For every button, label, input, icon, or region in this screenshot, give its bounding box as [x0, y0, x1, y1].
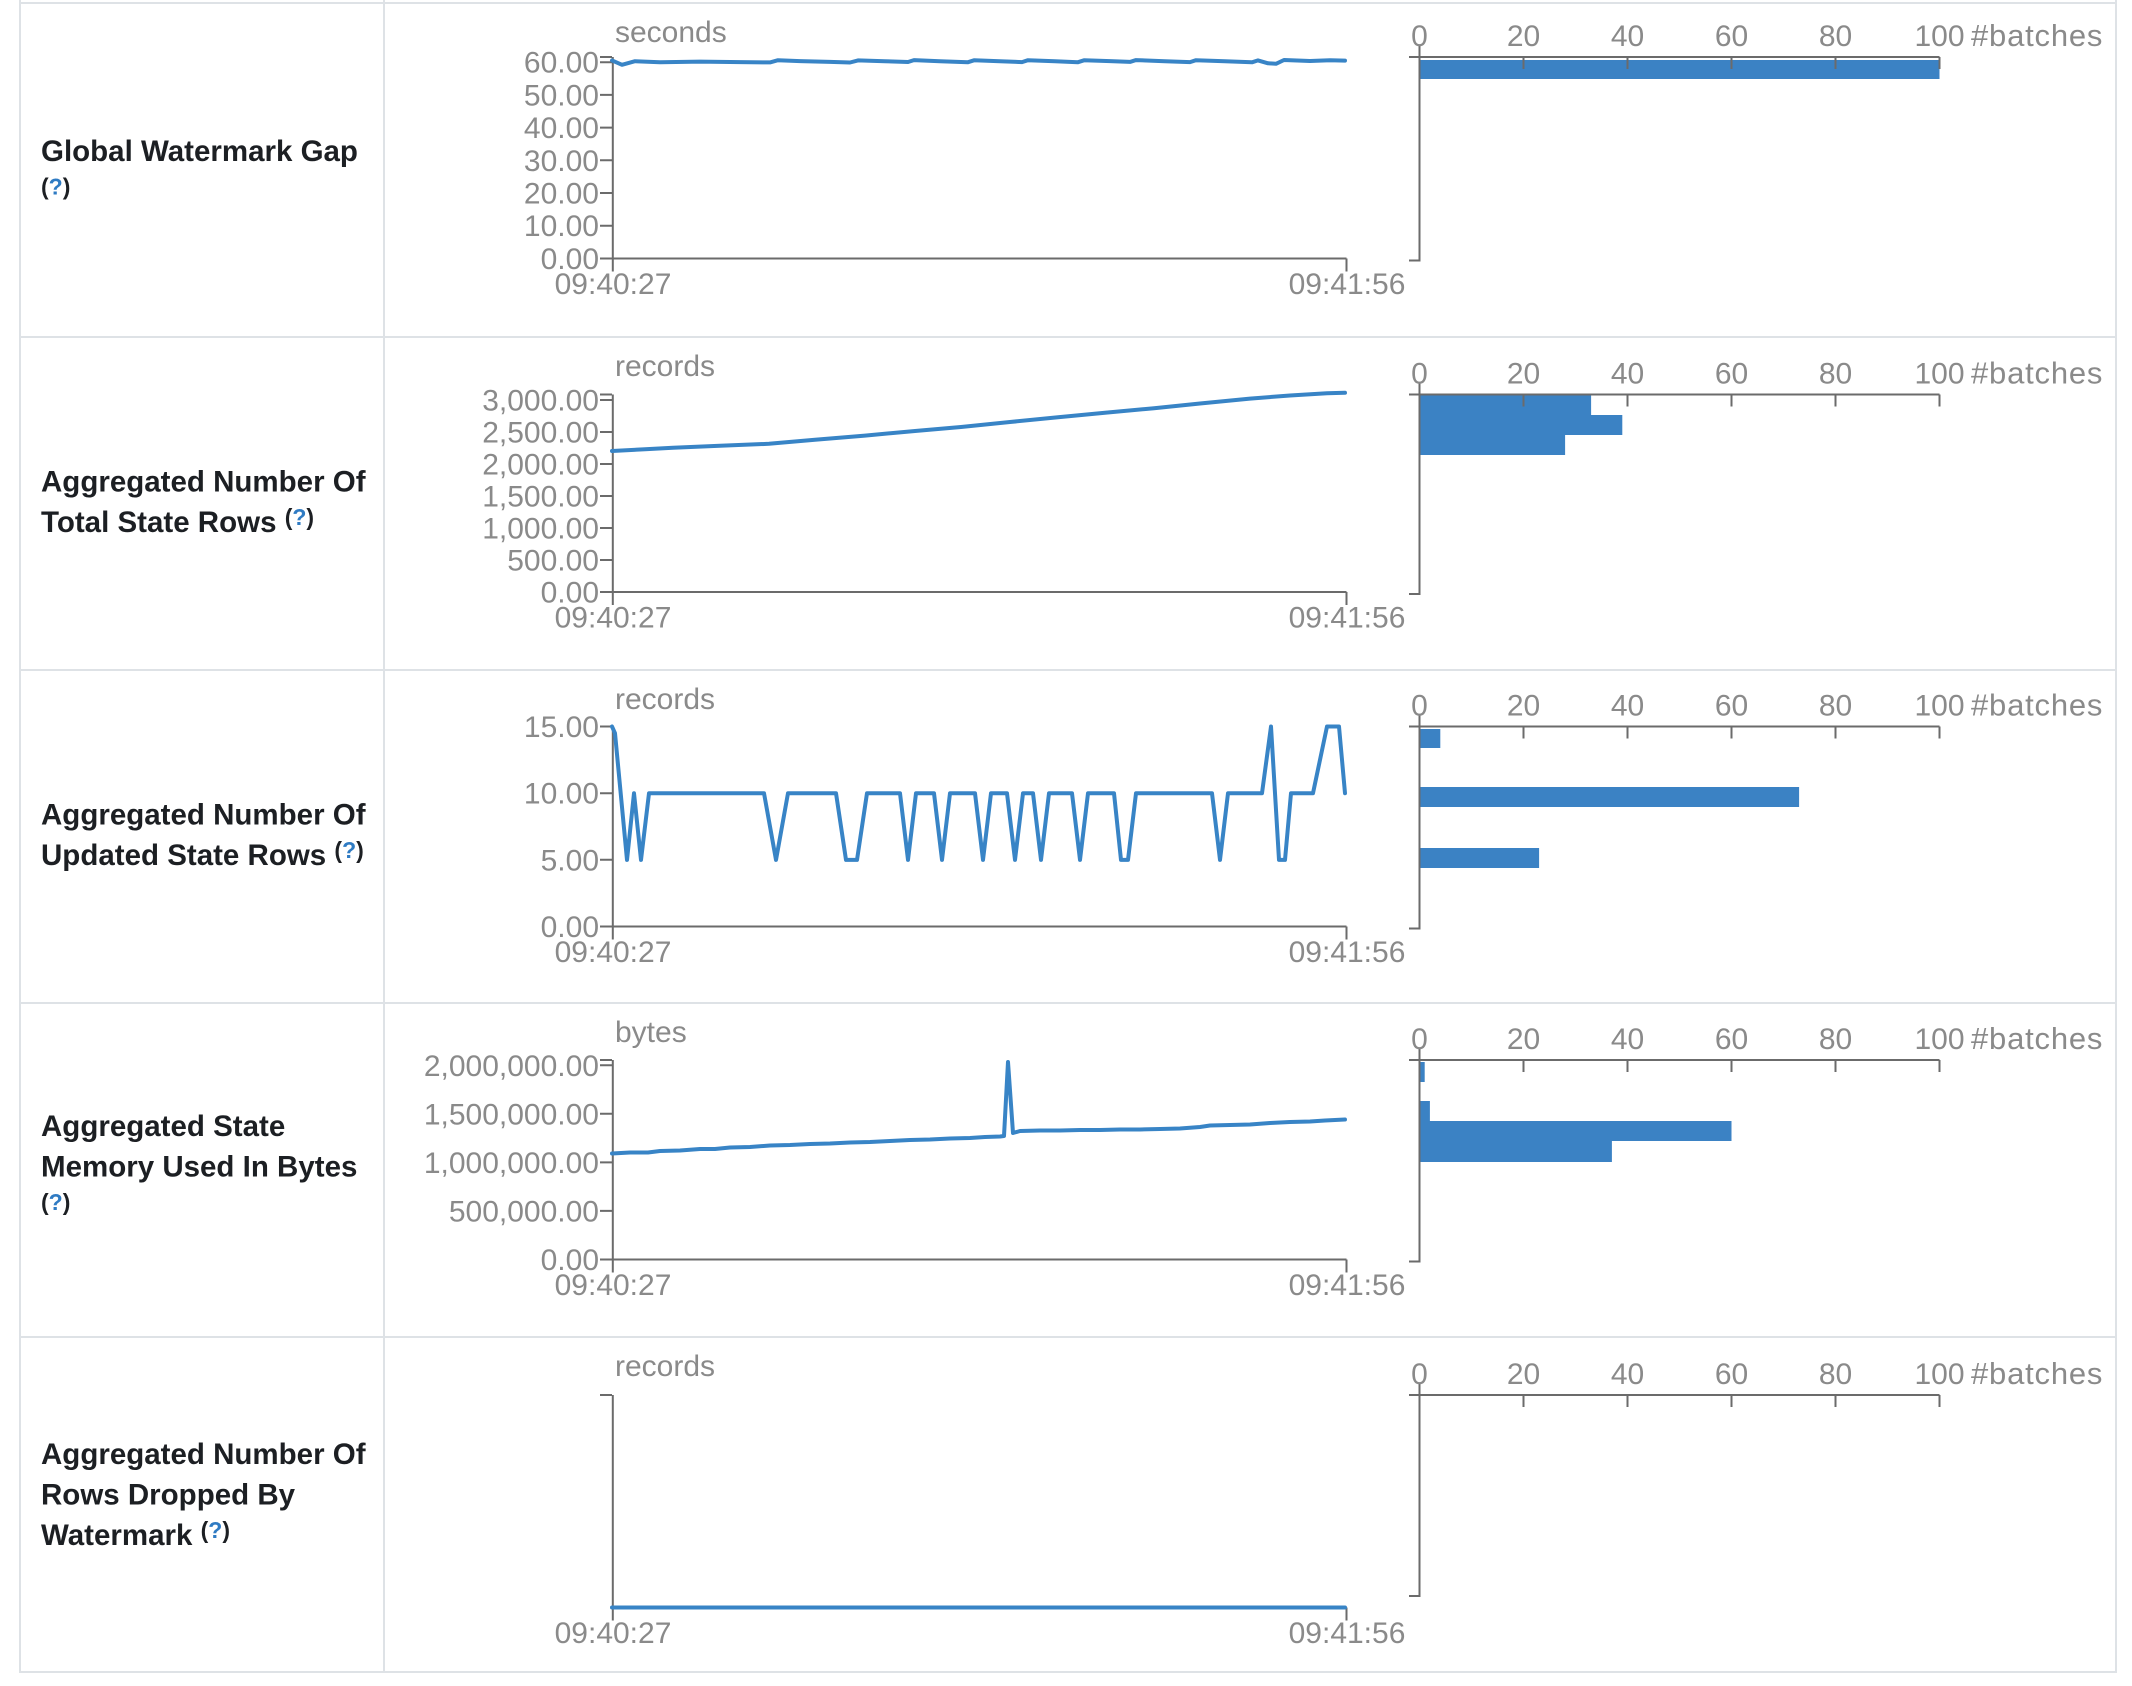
svg-text:60: 60 [1715, 1358, 1748, 1391]
svg-text:(?): (?) [41, 174, 70, 200]
svg-text:30.00: 30.00 [524, 145, 599, 178]
svg-text:0.00: 0.00 [541, 243, 599, 276]
svg-text:100: 100 [1914, 1358, 1964, 1391]
svg-text:1,500.00: 1,500.00 [482, 481, 599, 514]
svg-text:(?): (?) [41, 1189, 70, 1215]
svg-text:40: 40 [1611, 690, 1644, 723]
svg-text:20.00: 20.00 [524, 178, 599, 211]
svg-text:60: 60 [1715, 20, 1748, 53]
svg-text:0: 0 [1411, 690, 1428, 723]
svg-text:3,000.00: 3,000.00 [482, 385, 599, 418]
svg-text:records: records [615, 683, 715, 716]
svg-text:20: 20 [1507, 1023, 1540, 1056]
svg-text:2,500.00: 2,500.00 [482, 417, 599, 450]
svg-text:Aggregated Number Of: Aggregated Number Of [41, 1438, 366, 1471]
svg-text:100: 100 [1914, 20, 1964, 53]
svg-text:60: 60 [1715, 1023, 1748, 1056]
svg-text:10.00: 10.00 [524, 778, 599, 811]
svg-text:Global Watermark Gap: Global Watermark Gap [41, 135, 358, 168]
svg-text:seconds: seconds [615, 16, 727, 49]
svg-text:records: records [615, 350, 715, 383]
svg-text:40: 40 [1611, 1358, 1644, 1391]
svg-text:40: 40 [1611, 20, 1644, 53]
svg-text:09:40:27: 09:40:27 [555, 268, 672, 301]
svg-text:20: 20 [1507, 690, 1540, 723]
svg-text:80: 80 [1819, 20, 1852, 53]
svg-text:09:41:56: 09:41:56 [1289, 936, 1406, 969]
svg-text:5.00: 5.00 [541, 844, 599, 877]
svg-text:#batches: #batches [1971, 1356, 2103, 1391]
svg-text:100: 100 [1914, 690, 1964, 723]
svg-text:60: 60 [1715, 358, 1748, 391]
svg-text:0: 0 [1411, 1023, 1428, 1056]
svg-text:09:40:27: 09:40:27 [555, 936, 672, 969]
svg-text:records: records [615, 1350, 715, 1383]
svg-text:10.00: 10.00 [524, 210, 599, 243]
svg-text:Updated State Rows (?): Updated State Rows (?) [41, 837, 364, 872]
svg-text:0.00: 0.00 [541, 911, 599, 944]
svg-text:0.00: 0.00 [541, 577, 599, 610]
svg-text:0: 0 [1411, 20, 1428, 53]
svg-text:20: 20 [1507, 20, 1540, 53]
svg-text:1,000,000.00: 1,000,000.00 [424, 1147, 599, 1180]
svg-text:1,000.00: 1,000.00 [482, 513, 599, 546]
svg-text:09:41:56: 09:41:56 [1289, 268, 1406, 301]
svg-text:500.00: 500.00 [507, 545, 599, 578]
svg-text:09:41:56: 09:41:56 [1289, 602, 1406, 635]
svg-text:60.00: 60.00 [524, 47, 599, 80]
svg-text:0: 0 [1411, 358, 1428, 391]
svg-text:09:41:56: 09:41:56 [1289, 1269, 1406, 1302]
svg-text:Rows Dropped By: Rows Dropped By [41, 1479, 296, 1512]
svg-text:#batches: #batches [1971, 688, 2103, 723]
svg-text:40: 40 [1611, 1023, 1644, 1056]
svg-text:Aggregated Number Of: Aggregated Number Of [41, 466, 366, 499]
svg-text:60: 60 [1715, 690, 1748, 723]
svg-text:0.00: 0.00 [541, 1244, 599, 1277]
svg-text:80: 80 [1819, 1023, 1852, 1056]
svg-text:20: 20 [1507, 1358, 1540, 1391]
svg-text:1,500,000.00: 1,500,000.00 [424, 1098, 599, 1131]
svg-text:80: 80 [1819, 1358, 1852, 1391]
svg-text:Aggregated Number Of: Aggregated Number Of [41, 799, 366, 832]
svg-text:0: 0 [1411, 1358, 1428, 1391]
svg-text:09:41:56: 09:41:56 [1289, 1617, 1406, 1650]
svg-text:50.00: 50.00 [524, 79, 599, 112]
svg-text:20: 20 [1507, 358, 1540, 391]
svg-text:Memory Used In Bytes: Memory Used In Bytes [41, 1151, 357, 1184]
svg-text:Watermark (?): Watermark (?) [41, 1517, 230, 1552]
svg-text:2,000,000.00: 2,000,000.00 [424, 1050, 599, 1083]
svg-text:#batches: #batches [1971, 356, 2103, 391]
svg-text:Aggregated State: Aggregated State [41, 1110, 285, 1143]
svg-text:500,000.00: 500,000.00 [449, 1195, 599, 1228]
svg-text:40.00: 40.00 [524, 112, 599, 145]
svg-text:40: 40 [1611, 358, 1644, 391]
svg-text:15.00: 15.00 [524, 711, 599, 744]
svg-text:80: 80 [1819, 690, 1852, 723]
svg-text:09:40:27: 09:40:27 [555, 1269, 672, 1302]
svg-text:Total State Rows (?): Total State Rows (?) [41, 504, 314, 539]
svg-text:100: 100 [1914, 358, 1964, 391]
svg-text:09:40:27: 09:40:27 [555, 1617, 672, 1650]
svg-text:80: 80 [1819, 358, 1852, 391]
svg-text:bytes: bytes [615, 1016, 687, 1049]
svg-text:100: 100 [1914, 1023, 1964, 1056]
svg-text:#batches: #batches [1971, 18, 2103, 53]
svg-text:#batches: #batches [1971, 1021, 2103, 1056]
svg-text:09:40:27: 09:40:27 [555, 602, 672, 635]
svg-text:2,000.00: 2,000.00 [482, 449, 599, 482]
